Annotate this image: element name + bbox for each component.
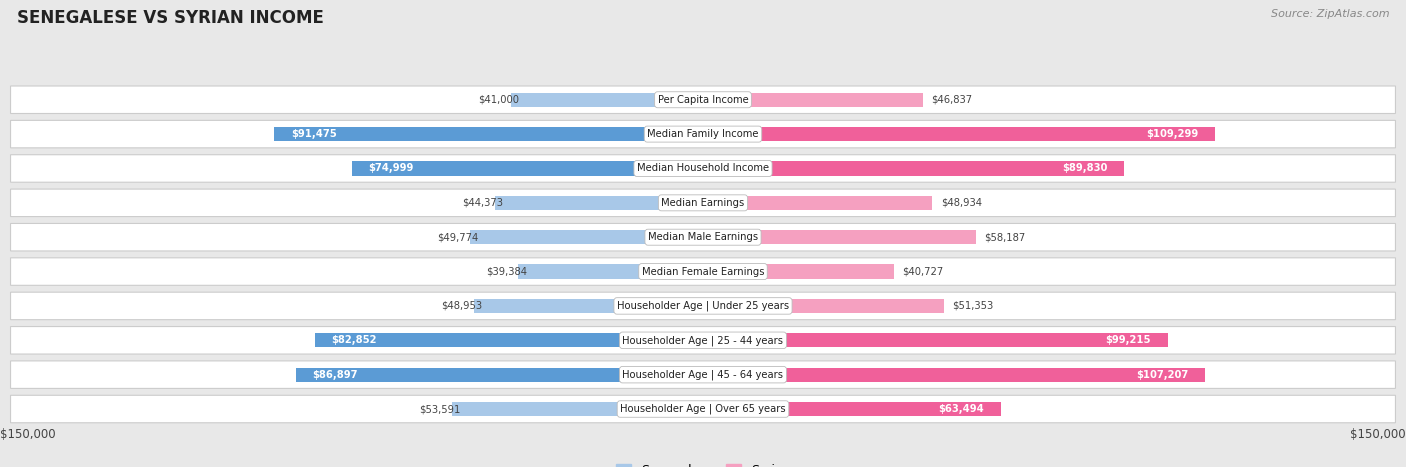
Legend: Senegalese, Syrian: Senegalese, Syrian	[610, 459, 796, 467]
Bar	[703, 368, 1205, 382]
Text: $48,934: $48,934	[941, 198, 981, 208]
Bar	[703, 92, 922, 107]
FancyBboxPatch shape	[10, 120, 1396, 148]
Bar	[470, 230, 703, 244]
Text: $91,475: $91,475	[291, 129, 337, 139]
Bar	[703, 402, 1001, 416]
Bar	[703, 127, 1215, 141]
FancyBboxPatch shape	[10, 189, 1396, 217]
Text: $150,000: $150,000	[1350, 428, 1406, 441]
FancyBboxPatch shape	[10, 361, 1396, 389]
Text: Householder Age | 25 - 44 years: Householder Age | 25 - 44 years	[623, 335, 783, 346]
Bar	[703, 196, 932, 210]
Text: Source: ZipAtlas.com: Source: ZipAtlas.com	[1271, 9, 1389, 19]
FancyBboxPatch shape	[10, 395, 1396, 423]
Text: $63,494: $63,494	[938, 404, 984, 414]
Bar	[474, 299, 703, 313]
Bar	[451, 402, 703, 416]
Bar	[352, 161, 703, 176]
Bar	[703, 161, 1123, 176]
Text: Median Family Income: Median Family Income	[647, 129, 759, 139]
Bar	[703, 264, 894, 279]
Bar	[510, 92, 703, 107]
Text: $86,897: $86,897	[312, 370, 359, 380]
Bar	[295, 368, 703, 382]
Text: SENEGALESE VS SYRIAN INCOME: SENEGALESE VS SYRIAN INCOME	[17, 9, 323, 28]
Text: Householder Age | Under 25 years: Householder Age | Under 25 years	[617, 301, 789, 311]
FancyBboxPatch shape	[10, 292, 1396, 320]
Text: $39,384: $39,384	[486, 267, 527, 276]
Text: Householder Age | 45 - 64 years: Householder Age | 45 - 64 years	[623, 369, 783, 380]
Text: $53,591: $53,591	[419, 404, 460, 414]
Text: $150,000: $150,000	[0, 428, 56, 441]
Text: $41,000: $41,000	[478, 95, 519, 105]
Text: Median Household Income: Median Household Income	[637, 163, 769, 173]
FancyBboxPatch shape	[10, 326, 1396, 354]
Text: $44,373: $44,373	[463, 198, 503, 208]
Bar	[495, 196, 703, 210]
Text: $51,353: $51,353	[952, 301, 994, 311]
FancyBboxPatch shape	[10, 155, 1396, 182]
Text: $58,187: $58,187	[984, 232, 1025, 242]
Text: $89,830: $89,830	[1062, 163, 1107, 173]
Text: Per Capita Income: Per Capita Income	[658, 95, 748, 105]
Bar	[703, 230, 976, 244]
Bar	[315, 333, 703, 347]
Text: Median Earnings: Median Earnings	[661, 198, 745, 208]
Text: $46,837: $46,837	[931, 95, 972, 105]
Text: $48,953: $48,953	[441, 301, 482, 311]
Text: $109,299: $109,299	[1146, 129, 1198, 139]
FancyBboxPatch shape	[10, 258, 1396, 285]
Text: $107,207: $107,207	[1136, 370, 1188, 380]
Bar	[703, 299, 943, 313]
Bar	[519, 264, 703, 279]
Text: $82,852: $82,852	[332, 335, 377, 345]
Text: Householder Age | Over 65 years: Householder Age | Over 65 years	[620, 404, 786, 414]
Text: $40,727: $40,727	[903, 267, 943, 276]
Text: $74,999: $74,999	[368, 163, 413, 173]
FancyBboxPatch shape	[10, 86, 1396, 113]
Text: $49,774: $49,774	[437, 232, 478, 242]
FancyBboxPatch shape	[10, 223, 1396, 251]
Bar	[703, 333, 1168, 347]
Bar	[274, 127, 703, 141]
Text: $99,215: $99,215	[1105, 335, 1152, 345]
Text: Median Female Earnings: Median Female Earnings	[641, 267, 765, 276]
Text: Median Male Earnings: Median Male Earnings	[648, 232, 758, 242]
